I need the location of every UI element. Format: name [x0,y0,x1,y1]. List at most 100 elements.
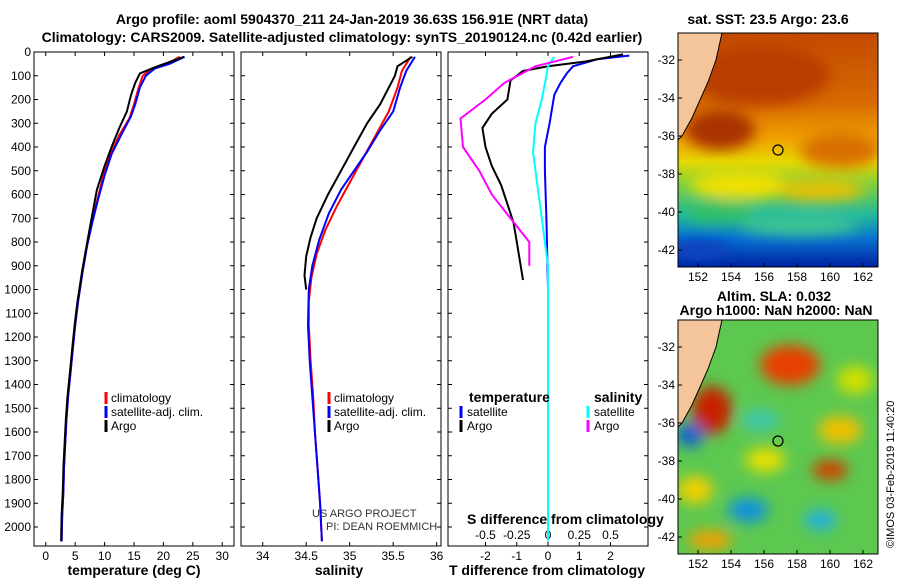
series-line-satellite-adj-clim- [306,56,416,542]
imos-timestamp: ©IMOS 03-Feb-2019 11:40:20 [885,401,897,548]
map-y-tick-label: -34 [658,91,676,105]
map-x-tick-label: 156 [754,270,774,284]
credit-project: US ARGO PROJECT [312,508,417,520]
legend-label-satellite-adj: satellite-adj. clim. [111,405,203,419]
temperature-x-axis: 0 5 10 15 20 25 30 [42,52,229,563]
sla-map-frame [677,319,879,555]
series-line-temperature-satellite [543,54,630,542]
depth-tick-label: 1800 [4,473,31,487]
depth-tick-label: 1300 [4,354,31,368]
map-x-tick-label: 162 [853,557,873,571]
legend-title-temperature: temperature [469,389,550,405]
map-x-tick-label: 154 [721,270,741,284]
series-line-argo [481,53,624,281]
depth-tick-label: 300 [11,116,31,130]
legend-label-t-argo: Argo [467,419,493,433]
legend-label-s-satellite: satellite [594,405,635,419]
salinity-x-axis: 34 34.5 35 35.5 36 [241,51,444,563]
temperature-series [60,55,186,542]
map-x-tick-label: 152 [688,557,708,571]
sla-map: Altim. SLA: 0.032 Argo h1000: NaN h2000:… [658,288,879,571]
argo-position-marker [772,144,784,156]
credit-pi: PI: DEAN ROEMMICH [326,521,437,533]
s-difference-label: S difference from climatology [467,511,664,527]
difference-legend: temperature satellite Argo salinity sate… [459,389,642,433]
x-tick-label: 0 [42,549,49,563]
s-tick-label: 0.25 [568,528,592,542]
x-tick-label: 30 [216,549,230,563]
sla-structure [678,345,873,550]
x-tick-label: 35 [343,549,357,563]
depth-tick-label: 400 [11,140,31,154]
sst-map-frame [677,32,879,268]
depth-tick-label: 600 [11,188,31,202]
depth-tick-label: 1000 [4,283,31,297]
legend-title-salinity: salinity [594,389,642,405]
map-y-tick-label: -32 [658,53,676,67]
series-line-salinity-satellite [531,56,556,542]
map-y-tick-label: -38 [658,454,676,468]
map-x-tick-label: 160 [820,270,840,284]
series-line-climatology [307,56,412,542]
map-x-tick-label: 156 [754,557,774,571]
coastline-land [678,320,723,428]
x-tick-label: 15 [127,549,141,563]
coastline-land [678,33,723,141]
temperature-xlabel: temperature (deg C) [67,562,200,578]
sla-map-axes: 152 154 156 158 160 162 -32 -34 -36 -38 -40 -42 [658,340,874,571]
map-x-tick-label: 158 [787,270,807,284]
x-tick-label: 36 [430,549,444,563]
figure-title-line2: Climatology: CARS2009. Satellite-adjuste… [42,29,643,45]
difference-series [459,53,630,542]
map-y-tick-label: -32 [658,340,676,354]
map-x-tick-label: 154 [721,557,741,571]
argo-position-marker [772,435,784,447]
x-tick-label: 25 [186,549,200,563]
series-line-salinity-argo [459,55,574,266]
x-tick-label: -2 [480,549,491,563]
depth-tick-label: 1600 [4,425,31,439]
legend-label-satellite-adj: satellite-adj. clim. [334,405,426,419]
sst-structure [678,45,878,260]
salinity-panel-frame [240,51,442,547]
depth-tick-label: 1100 [5,306,31,320]
depth-tick-label: 200 [11,93,31,107]
depth-tick-label: 1500 [4,401,31,415]
sst-map-title: sat. SST: 23.5 Argo: 23.6 [687,11,849,27]
x-tick-label: 5 [72,549,79,563]
x-tick-label: 0 [545,549,552,563]
legend-label-climatology: climatology [111,391,171,405]
series-line-argo [60,55,185,542]
sla-map-title-line2: Argo h1000: NaN h2000: NaN [680,302,873,318]
x-tick-label: 34 [256,549,270,563]
map-x-tick-label: 152 [688,270,708,284]
legend-label-argo: Argo [334,419,360,433]
salinity-xlabel: salinity [315,562,363,578]
map-y-tick-label: -42 [658,243,676,257]
difference-panel: -2 -1 0 1 2-0.5 -0.25 0 0.25 0.5 T difference fr… [447,51,664,578]
x-tick-label: 20 [157,549,171,563]
difference-x-axis: -2 -1 0 1 2-0.5 -0.25 0 0.25 0.5 [448,51,648,563]
temperature-panel: 0100200300400500600700800900100011001200… [4,45,235,578]
depth-tick-label: 1400 [4,378,31,392]
map-y-tick-label: -40 [658,205,676,219]
x-tick-label: 35.5 [381,549,405,563]
map-y-tick-label: -38 [658,167,676,181]
depth-tick-label: 0 [24,45,31,59]
map-x-tick-label: 158 [787,557,807,571]
x-tick-label: 1 [576,549,583,563]
map-x-tick-label: 160 [820,557,840,571]
temperature-legend: climatology satellite-adj. clim. Argo [104,391,203,433]
legend-label-t-satellite: satellite [467,405,508,419]
map-y-tick-label: -34 [658,378,676,392]
salinity-panel: 34 34.5 35 35.5 36 salinity climatology sate… [240,51,444,578]
depth-tick-label: 1700 [4,449,31,463]
depth-tick-label: 2000 [4,520,31,534]
depth-tick-label: 900 [11,259,31,273]
sla-map-title-line1: Altim. SLA: 0.032 [717,288,832,304]
s-tick-label: -0.25 [503,528,531,542]
legend-label-s-argo: Argo [594,419,620,433]
s-tick-label: -0.5 [475,528,496,542]
x-tick-label: 34.5 [295,549,319,563]
